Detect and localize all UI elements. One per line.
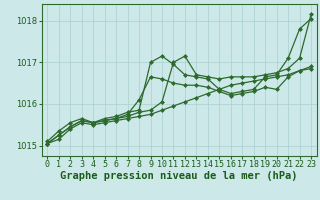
X-axis label: Graphe pression niveau de la mer (hPa): Graphe pression niveau de la mer (hPa) xyxy=(60,171,298,181)
